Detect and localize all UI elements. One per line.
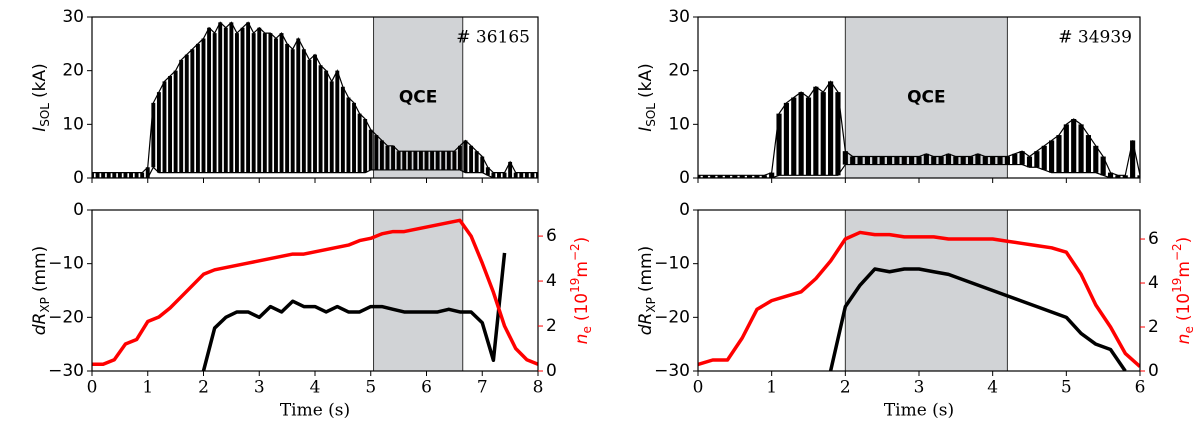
shaded-span [373,210,463,371]
y-tick-label: 10 [62,114,84,134]
y2-tick-label: 2 [1148,317,1159,337]
y-tick-label: −10 [48,254,84,274]
y-axis-label-part: (mm) [636,246,656,292]
y2-axis-label: ne (1019m−2) [568,237,594,345]
span-label: QCE [399,88,438,108]
y-tick-label: 0 [679,200,690,220]
y-axis-label-part: dR [636,313,656,336]
y-axis-label-part: dR [30,313,50,336]
x-tick-label: 3 [914,378,925,398]
y2-axis-label-part: e [580,326,594,333]
y-tick-label: 20 [62,61,84,81]
y-axis-label-part: XP [38,297,52,312]
y2-tick-label: 0 [546,361,557,381]
y2-tick-label: 4 [1148,273,1159,293]
y2-axis-label-part: n [1174,334,1194,345]
signal-line [92,218,538,367]
y-tick-label: −30 [654,361,690,381]
x-tick-label: 5 [365,378,376,398]
y-tick-label: 20 [668,61,690,81]
span-label: QCE [907,88,946,108]
y-tick-label: 0 [679,168,690,188]
y2-axis-label-part: −2 [1170,243,1184,261]
y-axis-label-part: I [636,127,656,132]
x-tick-label: 5 [1061,378,1072,398]
y2-tick-label: 0 [1148,361,1159,381]
y-axis-label-part: (mm) [30,246,50,292]
y-axis-label-part: SOL [644,103,658,127]
y2-tick-label: 4 [546,271,557,291]
y2-axis-label: ne (1019m−2) [1170,237,1196,345]
signal-upper [92,21,538,174]
y-tick-label: −10 [654,254,690,274]
y-axis-label: dRXP (mm) [30,246,52,335]
x-tick-label: 0 [693,378,704,398]
y2-axis-label-part: m [1174,261,1194,278]
y-axis-label: ISOL (kA) [30,63,52,132]
y-axis-label-part: XP [644,297,658,312]
shot-number: # 34939 [1058,28,1132,48]
y2-axis-label-part: n [572,334,592,345]
y2-axis-label-part: 19 [1170,278,1184,293]
y2-tick-label: 6 [546,226,557,246]
x-tick-label: 4 [310,378,321,398]
y-axis-label: dRXP (mm) [636,246,658,335]
x-tick-label: 7 [477,378,488,398]
y2-tick-label: 6 [1148,229,1159,249]
x-tick-label: 0 [87,378,98,398]
y-tick-label: 30 [668,7,690,27]
y2-axis-label-part: ) [1174,237,1194,244]
y-tick-label: 0 [73,200,84,220]
y2-axis-label-part: ) [572,237,592,244]
signal-line [698,230,1140,368]
y-tick-label: −20 [48,307,84,327]
y2-axis-label-part: −2 [568,243,582,261]
y-axis-label-part: I [30,127,50,132]
y2-tick-label: 2 [546,316,557,336]
y-tick-label: −30 [48,361,84,381]
y-axis-label: ISOL (kA) [636,63,658,132]
x-tick-label: 1 [766,378,777,398]
x-tick-label: 6 [1135,378,1146,398]
x-tick-label: 2 [840,378,851,398]
y-axis-label-part: (kA) [636,63,656,98]
x-tick-label: 6 [421,378,432,398]
y-axis-label-part: SOL [38,103,52,127]
y-axis-label-part: (kA) [30,63,50,98]
signal-lower [92,166,538,178]
y2-axis-label-part: (10 [572,293,592,321]
x-tick-label: 8 [533,378,544,398]
y2-axis-label-part: m [572,261,592,278]
signal-upper [698,80,1140,176]
x-tick-label: 4 [987,378,998,398]
shaded-span [845,17,1008,178]
y-tick-label: 30 [62,7,84,27]
x-axis-label: Time (s) [280,401,350,421]
y2-axis-label-part: (10 [1174,293,1194,321]
signal-line [201,252,507,371]
y-tick-label: 0 [73,168,84,188]
y-tick-label: 10 [668,114,690,134]
y2-axis-label-part: e [1182,326,1196,333]
x-tick-label: 3 [254,378,265,398]
x-axis-label: Time (s) [884,401,954,421]
x-tick-label: 1 [142,378,153,398]
signal-line [828,267,1127,371]
y-tick-label: −20 [654,307,690,327]
y2-axis-label-part: 19 [568,278,582,293]
shot-number: # 36165 [456,28,530,48]
signal-lower [698,163,1140,178]
x-tick-label: 2 [198,378,209,398]
